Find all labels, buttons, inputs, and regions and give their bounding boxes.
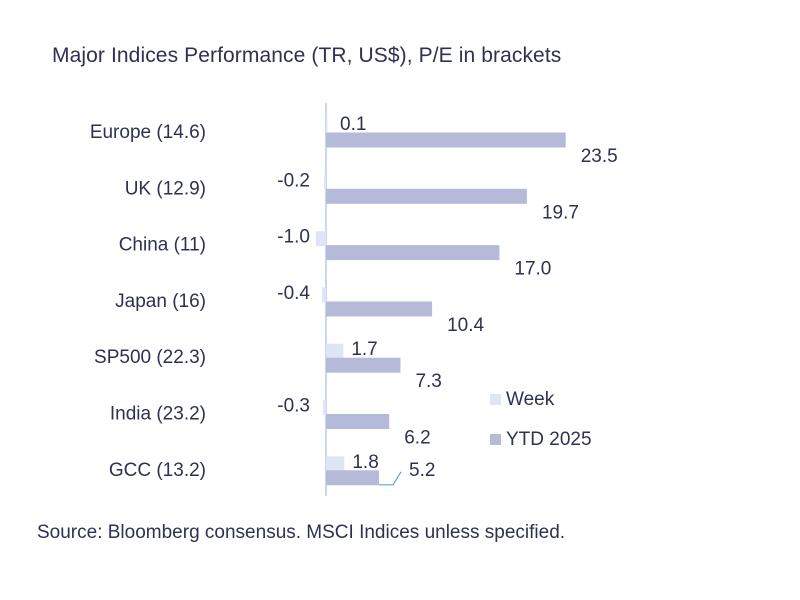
ytd-value-label: 6.2: [404, 428, 430, 449]
category-label: Europe (14.6): [90, 122, 206, 143]
legend-swatch: [490, 434, 501, 445]
category-label: UK (12.9): [125, 178, 206, 199]
week-value-label: 0.1: [340, 114, 366, 135]
week-value-label: -0.2: [277, 170, 310, 191]
week-bar: [322, 400, 326, 415]
chart-title: Major Indices Performance (TR, US$), P/E…: [52, 44, 562, 67]
legend-swatch: [490, 394, 501, 405]
ytd-value-label: 17.0: [514, 259, 551, 280]
ytd-bar: [326, 470, 380, 486]
category-label: India (23.2): [110, 404, 206, 425]
week-bar: [323, 174, 326, 190]
week-value-label: -0.4: [277, 283, 310, 304]
ytd-value-label: 23.5: [581, 146, 618, 167]
ytd-bar: [326, 132, 566, 148]
week-bar: [326, 343, 344, 359]
ytd-bar: [326, 188, 527, 204]
week-bar: [321, 287, 326, 303]
category-label: GCC (13.2): [109, 460, 206, 481]
category-label: Japan (16): [115, 291, 206, 312]
ytd-bar: [326, 245, 500, 261]
ytd-leader-line: [379, 471, 402, 486]
legend: Week YTD 2025: [490, 389, 592, 450]
legend-label: Week: [506, 389, 555, 410]
week-value-label: -1.0: [277, 227, 310, 248]
week-value-label: -0.3: [277, 396, 310, 417]
ytd-value-label: 7.3: [415, 371, 441, 392]
labels-layer: Europe (14.6) 0.1 23.5 UK (12.9) -0.2 19.7 Chi…: [90, 114, 618, 486]
week-value-label: 1.8: [352, 452, 378, 473]
category-label: China (11): [119, 235, 206, 256]
week-bar: [315, 231, 326, 247]
source-note: Source: Bloomberg consensus. MSCI Indice…: [37, 522, 566, 543]
week-bar: [326, 118, 328, 134]
category-label: SP500 (22.3): [94, 347, 206, 368]
ytd-value-label: 5.2: [409, 460, 435, 481]
ytd-bar: [326, 414, 390, 429]
ytd-bar: [326, 357, 401, 373]
week-bar: [326, 456, 345, 472]
week-value-label: 1.7: [351, 339, 377, 360]
legend-label: YTD 2025: [506, 429, 592, 450]
bars-layer: [315, 118, 566, 486]
ytd-bar: [326, 301, 433, 317]
ytd-value-label: 10.4: [447, 315, 484, 336]
ytd-value-label: 19.7: [542, 202, 579, 223]
